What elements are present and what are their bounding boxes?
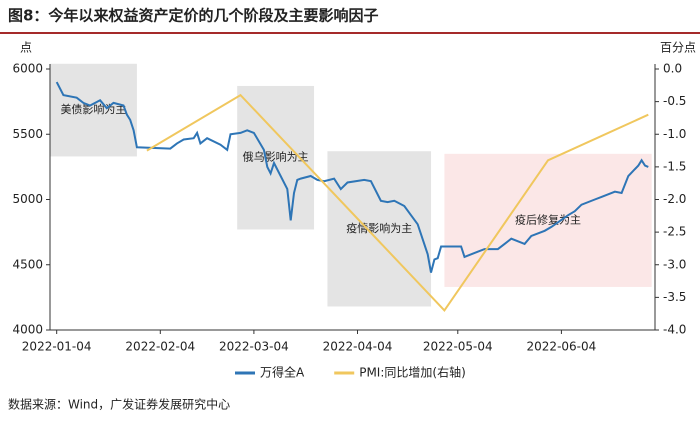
series-line <box>55 81 649 273</box>
legend-label: 万得全A <box>260 365 305 380</box>
y2-tick-label: -1.0 <box>663 127 686 141</box>
y-tick-label: 4000 <box>12 323 43 337</box>
source: 数据来源：Wind，广发证券发展研究中心 <box>8 397 230 412</box>
annotation-box <box>237 85 315 230</box>
annotation-label: 疫情影响为主 <box>346 221 412 235</box>
y2-axis-label: 百分点 <box>660 41 696 55</box>
y-tick-label: 5500 <box>12 127 43 141</box>
y2-tick-label: -4.0 <box>663 323 686 337</box>
series-line <box>146 93 649 312</box>
x-tick-label: 2022-02-04 <box>125 340 195 354</box>
y2-tick-label: -3.0 <box>663 257 686 271</box>
annotation-box <box>444 153 652 287</box>
legend-label: PMI:同比增加(右轴) <box>359 365 466 380</box>
y2-tick-label: 0.0 <box>663 62 682 76</box>
x-tick-label: 2022-04-04 <box>323 340 393 354</box>
y2-tick-label: -2.0 <box>663 192 686 206</box>
annotation-box <box>50 63 137 157</box>
chart-title: 图8：今年以来权益资产定价的几个阶段及主要影响因子 <box>8 7 378 25</box>
y-tick-label: 5000 <box>12 192 43 206</box>
y-tick-label: 6000 <box>12 62 43 76</box>
y2-tick-label: -0.5 <box>663 94 686 108</box>
y-axis-label: 点 <box>20 41 32 55</box>
annotation-label: 俄乌影响为主 <box>243 150 309 164</box>
y2-tick-label: -1.5 <box>663 159 686 173</box>
y-tick-label: 4500 <box>12 257 43 271</box>
x-tick-label: 2022-05-04 <box>423 340 493 354</box>
x-tick-label: 2022-03-04 <box>219 340 289 354</box>
y2-tick-label: -2.5 <box>663 225 686 239</box>
y2-tick-label: -3.5 <box>663 290 686 304</box>
annotation-label: 疫后修复为主 <box>515 212 581 226</box>
annotation-box <box>327 151 432 307</box>
x-tick-label: 2022-06-04 <box>527 340 597 354</box>
x-tick-label: 2022-01-04 <box>22 340 92 354</box>
